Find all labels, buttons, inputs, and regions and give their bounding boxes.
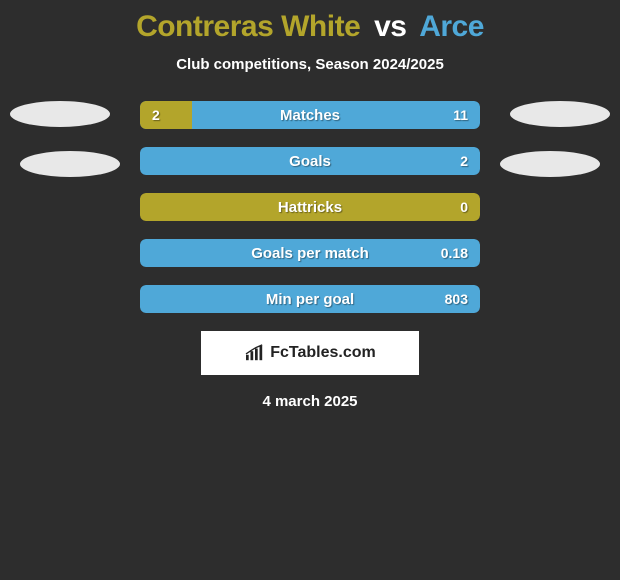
stat-bar: 2Matches11: [140, 101, 480, 129]
stat-value-right: 0.18: [441, 239, 468, 267]
stat-label: Matches: [140, 101, 480, 129]
brand-box[interactable]: FcTables.com: [201, 331, 419, 375]
title-player1: Contreras White: [136, 10, 360, 43]
stat-label: Hattricks: [140, 193, 480, 221]
stat-label: Goals: [140, 147, 480, 175]
stat-bar: Goals2: [140, 147, 480, 175]
player1-badge-2: [20, 151, 120, 177]
stat-label: Min per goal: [140, 285, 480, 313]
player2-badge-2: [500, 151, 600, 177]
title-vs: vs: [374, 10, 406, 43]
stat-label: Goals per match: [140, 239, 480, 267]
stats-section: 2Matches11Goals2Hattricks0Goals per matc…: [0, 101, 620, 313]
date-text: 4 march 2025: [0, 393, 620, 410]
subtitle: Club competitions, Season 2024/2025: [0, 56, 620, 73]
stat-value-right: 803: [445, 285, 468, 313]
stat-value-right: 0: [460, 193, 468, 221]
brand-text: FcTables.com: [270, 344, 376, 362]
title-player2: Arce: [419, 10, 484, 43]
stat-bar: Goals per match0.18: [140, 239, 480, 267]
stat-value-right: 2: [460, 147, 468, 175]
player2-badge-1: [510, 101, 610, 127]
chart-icon: [244, 344, 266, 362]
page-title: Contreras White vs Arce: [0, 0, 620, 44]
stat-bar: Min per goal803: [140, 285, 480, 313]
bars-area: 2Matches11Goals2Hattricks0Goals per matc…: [140, 101, 480, 313]
stat-bar: Hattricks0: [140, 193, 480, 221]
player1-badge-1: [10, 101, 110, 127]
stat-value-right: 11: [453, 101, 468, 129]
